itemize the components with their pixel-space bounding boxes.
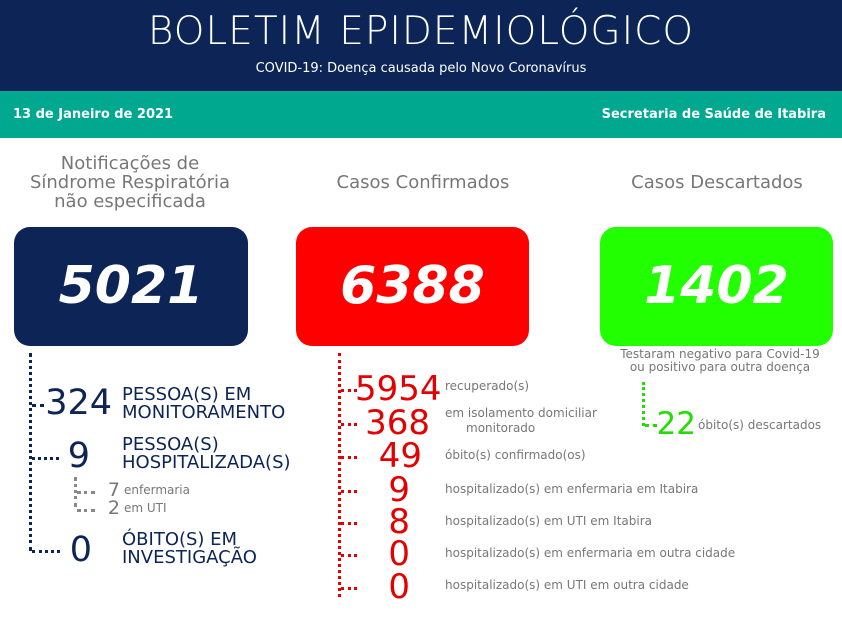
connector-enf-outra [341, 554, 357, 557]
obitos-confirmados-label: óbito(s) confirmado(os) [445, 448, 586, 462]
uti-outra-label: hospitalizado(s) em UTI em outra cidade [445, 578, 689, 592]
descartados-total: 1402 [644, 256, 789, 316]
isolamento-value: 368 [365, 403, 430, 443]
connector-monitoramento [32, 404, 44, 407]
recuperados-value: 5954 [355, 369, 442, 409]
enf-outra-label: hospitalizado(s) em enfermaria em outra … [445, 546, 736, 560]
header-banner: BOLETIM EPIDEMIOLÓGICO COVID-19: Doença … [0, 0, 842, 91]
obitos-confirmados-value: 49 [378, 436, 422, 476]
connector-obitos [341, 456, 357, 459]
notificacoes-heading: Notificações de Síndrome Respiratória nã… [10, 154, 250, 211]
secretaria-label: Secretaria de Saúde de Itabira [601, 107, 826, 122]
recuperados-label: recuperado(s) [445, 379, 530, 393]
connector-uti [77, 509, 95, 512]
notificacoes-total: 5021 [58, 256, 204, 316]
connector-obitos-descartados [645, 424, 657, 427]
enfermaria-value: 7 [107, 479, 120, 501]
notificacoes-total-box: 5021 [14, 227, 248, 346]
enf-itabira-value: 9 [388, 470, 410, 510]
connector-uti-outra [341, 587, 357, 590]
hospitalizadas-value: 9 [67, 436, 90, 476]
isolamento-label: em isolamento domiciliar [445, 406, 597, 420]
investigacao-label-line2: INVESTIGAÇÃO [122, 547, 257, 568]
descartados-note-line2: ou positivo para outra doença [629, 360, 811, 374]
confirmados-heading: Casos Confirmados [336, 172, 510, 193]
monitoramento-label-line1: PESSOA(S) EM [122, 384, 252, 405]
notificacoes-connector [29, 353, 32, 551]
confirmados-total-box: 6388 [296, 227, 529, 346]
investigacao-value: 0 [69, 530, 92, 570]
uti-itabira-label: hospitalizado(s) em UTI em Itabira [445, 514, 652, 528]
notificacoes-heading-line2: Síndrome Respiratória [29, 172, 231, 193]
enfermaria-label: enfermaria [124, 483, 190, 497]
enf-outra-value: 0 [388, 534, 410, 574]
uti-itabira-value: 8 [388, 502, 410, 542]
page-title: BOLETIM EPIDEMIOLÓGICO [147, 9, 695, 54]
info-bar: 13 de Janeiro de 2021 Secretaria de Saúd… [0, 91, 842, 138]
enf-itabira-label: hospitalizado(s) em enfermaria em Itabir… [445, 482, 699, 496]
connector-hospitalizadas [32, 457, 59, 460]
investigacao-label-line1: ÓBITO(S) EM [122, 529, 238, 550]
hospitalizadas-label-line2: HOSPITALIZADA(S) [122, 452, 291, 473]
isolamento-label-2: monitorado [466, 421, 536, 435]
monitoramento-label: PESSOA(S) EM MONITORAMENTO [122, 386, 285, 422]
page-subtitle: COVID-19: Doença causada pelo Novo Coron… [255, 61, 587, 76]
obitos-descartados-label: óbito(s) descartados [698, 418, 822, 432]
connector-investigacao [32, 550, 60, 553]
connector-recuperados [341, 389, 357, 392]
connector-enf-itabira [341, 490, 357, 493]
hospitalizadas-connector [74, 477, 77, 507]
connector-enfermaria [77, 491, 95, 494]
uti-outra-value: 0 [388, 567, 410, 607]
confirmados-connector [338, 353, 341, 597]
notificacoes-heading-line1: Notificações de [60, 153, 200, 174]
descartados-note-line1: Testaram negativo para Covid-19 [620, 347, 820, 361]
bulletin-date: 13 de Janeiro de 2021 [13, 107, 174, 122]
connector-uti-itabira [341, 522, 357, 525]
confirmados-total: 6388 [340, 256, 485, 316]
descartados-connector [642, 382, 645, 426]
uti-label: em UTI [124, 501, 167, 515]
uti-value: 2 [107, 497, 120, 519]
hospitalizadas-label: PESSOA(S) HOSPITALIZADA(S) [122, 436, 291, 472]
descartados-note: Testaram negativo para Covid-19 ou posit… [600, 348, 840, 374]
obitos-descartados-value: 22 [656, 406, 696, 442]
descartados-heading: Casos Descartados [631, 172, 803, 193]
monitoramento-label-line2: MONITORAMENTO [122, 402, 286, 423]
descartados-total-box: 1402 [600, 227, 833, 346]
monitoramento-value: 324 [45, 383, 112, 423]
investigacao-label: ÓBITO(S) EM INVESTIGAÇÃO [122, 531, 257, 567]
connector-isolamento [341, 423, 357, 426]
notificacoes-heading-line3: não especificada [54, 191, 206, 212]
hospitalizadas-label-line1: PESSOA(S) [122, 434, 219, 455]
